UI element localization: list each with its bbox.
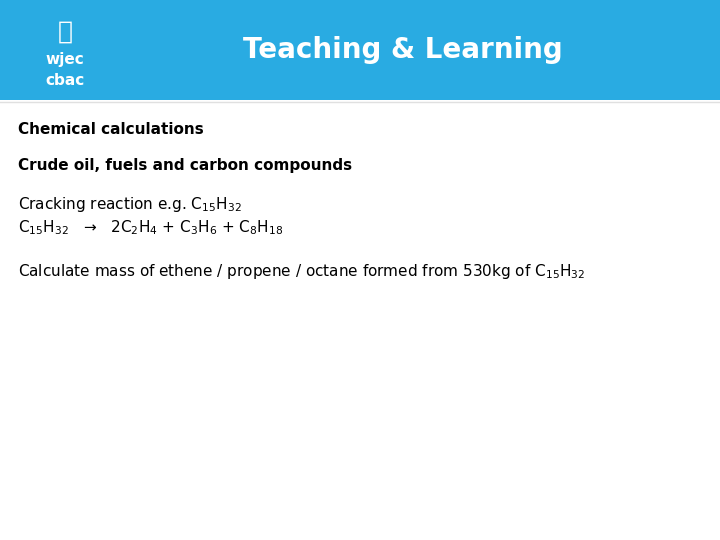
Text: Cracking reaction e.g. C$_{15}$H$_{32}$: Cracking reaction e.g. C$_{15}$H$_{32}$ — [18, 195, 242, 214]
Text: Teaching & Learning: Teaching & Learning — [243, 36, 563, 64]
Text: cbac: cbac — [45, 73, 85, 88]
Text: 📖: 📖 — [58, 20, 73, 44]
Text: Crude oil, fuels and carbon compounds: Crude oil, fuels and carbon compounds — [18, 158, 352, 173]
Text: wjec: wjec — [45, 52, 84, 67]
Bar — [0, 0, 720, 100]
Text: Chemical calculations: Chemical calculations — [18, 122, 204, 137]
Text: Calculate mass of ethene / propene / octane formed from 530kg of C$_{15}$H$_{32}: Calculate mass of ethene / propene / oct… — [18, 262, 585, 281]
Text: C$_{15}$H$_{32}$   →   2C$_{2}$H$_{4}$ + C$_{3}$H$_{6}$ + C$_{8}$H$_{18}$: C$_{15}$H$_{32}$ → 2C$_{2}$H$_{4}$ + C$_… — [18, 218, 283, 237]
